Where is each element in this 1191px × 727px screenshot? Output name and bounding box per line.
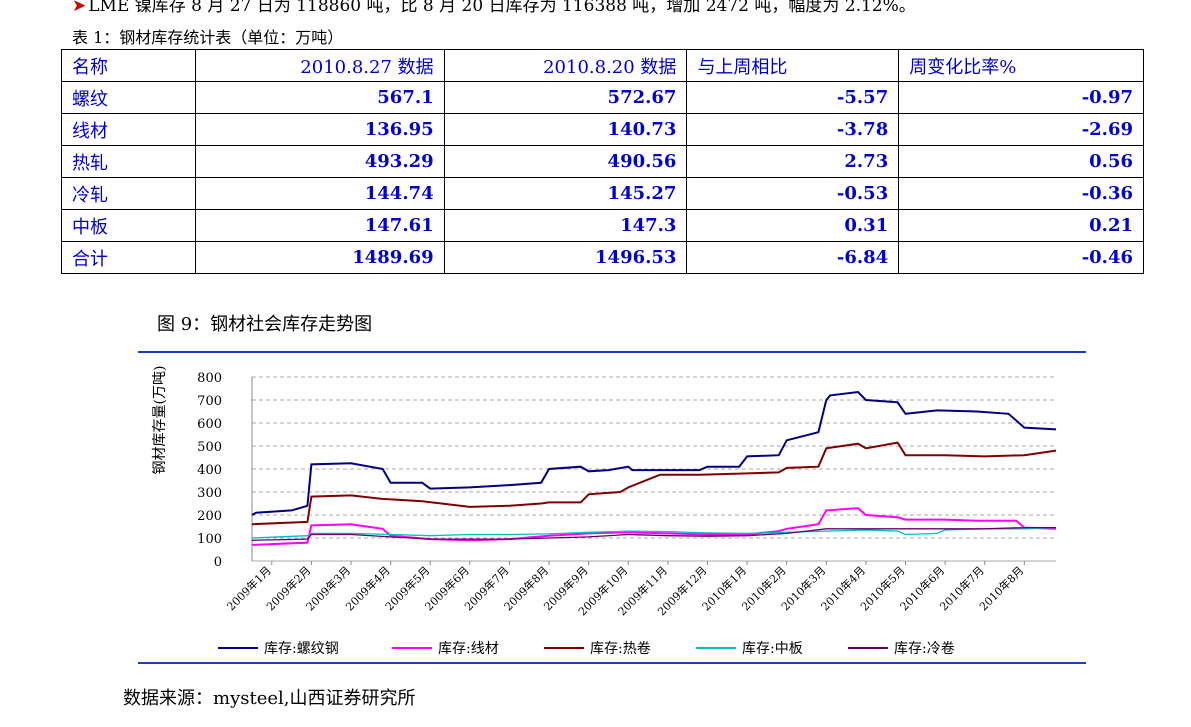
y-tick-label: 700 (197, 394, 222, 409)
cell-diff: -5.57 (686, 81, 900, 114)
table-header-row: 名称 2010.8.27 数据 2010.8.20 数据 与上周相比 周变化比率… (61, 49, 1144, 82)
cell-previous: 490.56 (443, 145, 688, 178)
legend-label: 库存:冷卷 (894, 641, 955, 657)
figure-top-rule (138, 351, 1086, 353)
cell-name: 冷轧 (61, 177, 196, 210)
table-caption: 表 1：钢材库存统计表（单位：万吨） (72, 28, 344, 47)
intro-line: ➤ LME 镍库存 8 月 27 日为 118860 吨，比 8 月 20 日库存… (72, 0, 916, 16)
cell-name: 螺纹 (61, 81, 196, 114)
cell-previous: 1496.53 (443, 241, 688, 274)
data-source: 数据来源：mysteel,山西证券研究所 (123, 688, 416, 709)
cell-pct: -0.46 (898, 241, 1144, 274)
cell-diff: 2.73 (686, 145, 900, 178)
table-row: 热轧 493.29 490.56 2.73 0.56 (61, 145, 1144, 178)
legend-label: 库存:线材 (438, 641, 499, 657)
inventory-table: 名称 2010.8.27 数据 2010.8.20 数据 与上周相比 周变化比率… (61, 49, 1144, 274)
chart-y-axis: 0 100 200 300 400 500 600 700 800 (197, 371, 253, 570)
figure-bottom-rule (138, 662, 1086, 664)
header-current: 2010.8.27 数据 (194, 49, 445, 82)
y-tick-label: 300 (197, 486, 222, 501)
cell-current: 147.61 (194, 209, 445, 242)
legend-label: 库存:中板 (742, 641, 803, 657)
cell-current: 1489.69 (194, 241, 445, 274)
table-row: 螺纹 567.1 572.67 -5.57 -0.97 (61, 81, 1144, 114)
cell-current: 567.1 (194, 81, 445, 114)
y-tick-label: 600 (197, 417, 222, 432)
series-line (251, 441, 1057, 526)
header-previous: 2010.8.20 数据 (443, 49, 688, 82)
series-line (251, 526, 1056, 541)
table-row: 线材 136.95 140.73 -3.78 -2.69 (61, 113, 1144, 146)
cell-diff: -6.84 (686, 241, 900, 274)
series-line (251, 507, 1057, 546)
cell-pct: -2.69 (898, 113, 1144, 146)
chart-series-lines (251, 390, 1057, 546)
cell-previous: 147.3 (443, 209, 688, 242)
cell-previous: 140.73 (443, 113, 688, 146)
y-tick-label: 800 (197, 371, 222, 386)
y-tick-label: 500 (197, 440, 222, 455)
chart-gridlines (252, 376, 1056, 562)
chart-x-axis: 2009年1月2009年2月2009年3月2009年4月2009年5月2009年… (224, 561, 1026, 618)
table-row: 中板 147.61 147.3 0.31 0.21 (61, 209, 1144, 242)
intro-text: LME 镍库存 8 月 27 日为 118860 吨，比 8 月 20 日库存为… (88, 0, 916, 16)
y-tick-label: 400 (197, 463, 222, 478)
header-pct: 周变化比率% (898, 49, 1144, 82)
cell-current: 493.29 (194, 145, 445, 178)
arrow-bullet-icon: ➤ (72, 0, 87, 16)
legend-label: 库存:螺纹钢 (264, 641, 339, 657)
y-tick-label: 0 (214, 555, 222, 570)
cell-current: 136.95 (194, 113, 445, 146)
cell-name: 中板 (61, 209, 196, 242)
series-line (251, 526, 1057, 539)
y-tick-label: 200 (197, 509, 222, 524)
cell-name: 线材 (61, 113, 196, 146)
legend-label: 库存:热卷 (590, 641, 651, 657)
cell-name: 合计 (61, 241, 196, 274)
cell-pct: -0.36 (898, 177, 1144, 210)
header-name: 名称 (61, 49, 196, 82)
chart-y-axis-label: 钢材库存量(万吨) (152, 366, 168, 475)
figure-title: 图 9：钢材社会库存走势图 (157, 314, 373, 335)
header-diff: 与上周相比 (686, 49, 900, 82)
y-tick-label: 100 (197, 532, 222, 547)
table-total-row: 合计 1489.69 1496.53 -6.84 -0.46 (61, 241, 1144, 274)
chart-legend: 库存:螺纹钢 库存:线材 库存:热卷 库存:中板 库存:冷卷 (218, 641, 955, 657)
cell-pct: 0.56 (898, 145, 1144, 178)
cell-name: 热轧 (61, 145, 196, 178)
cell-diff: 0.31 (686, 209, 900, 242)
series-line (251, 390, 1057, 516)
